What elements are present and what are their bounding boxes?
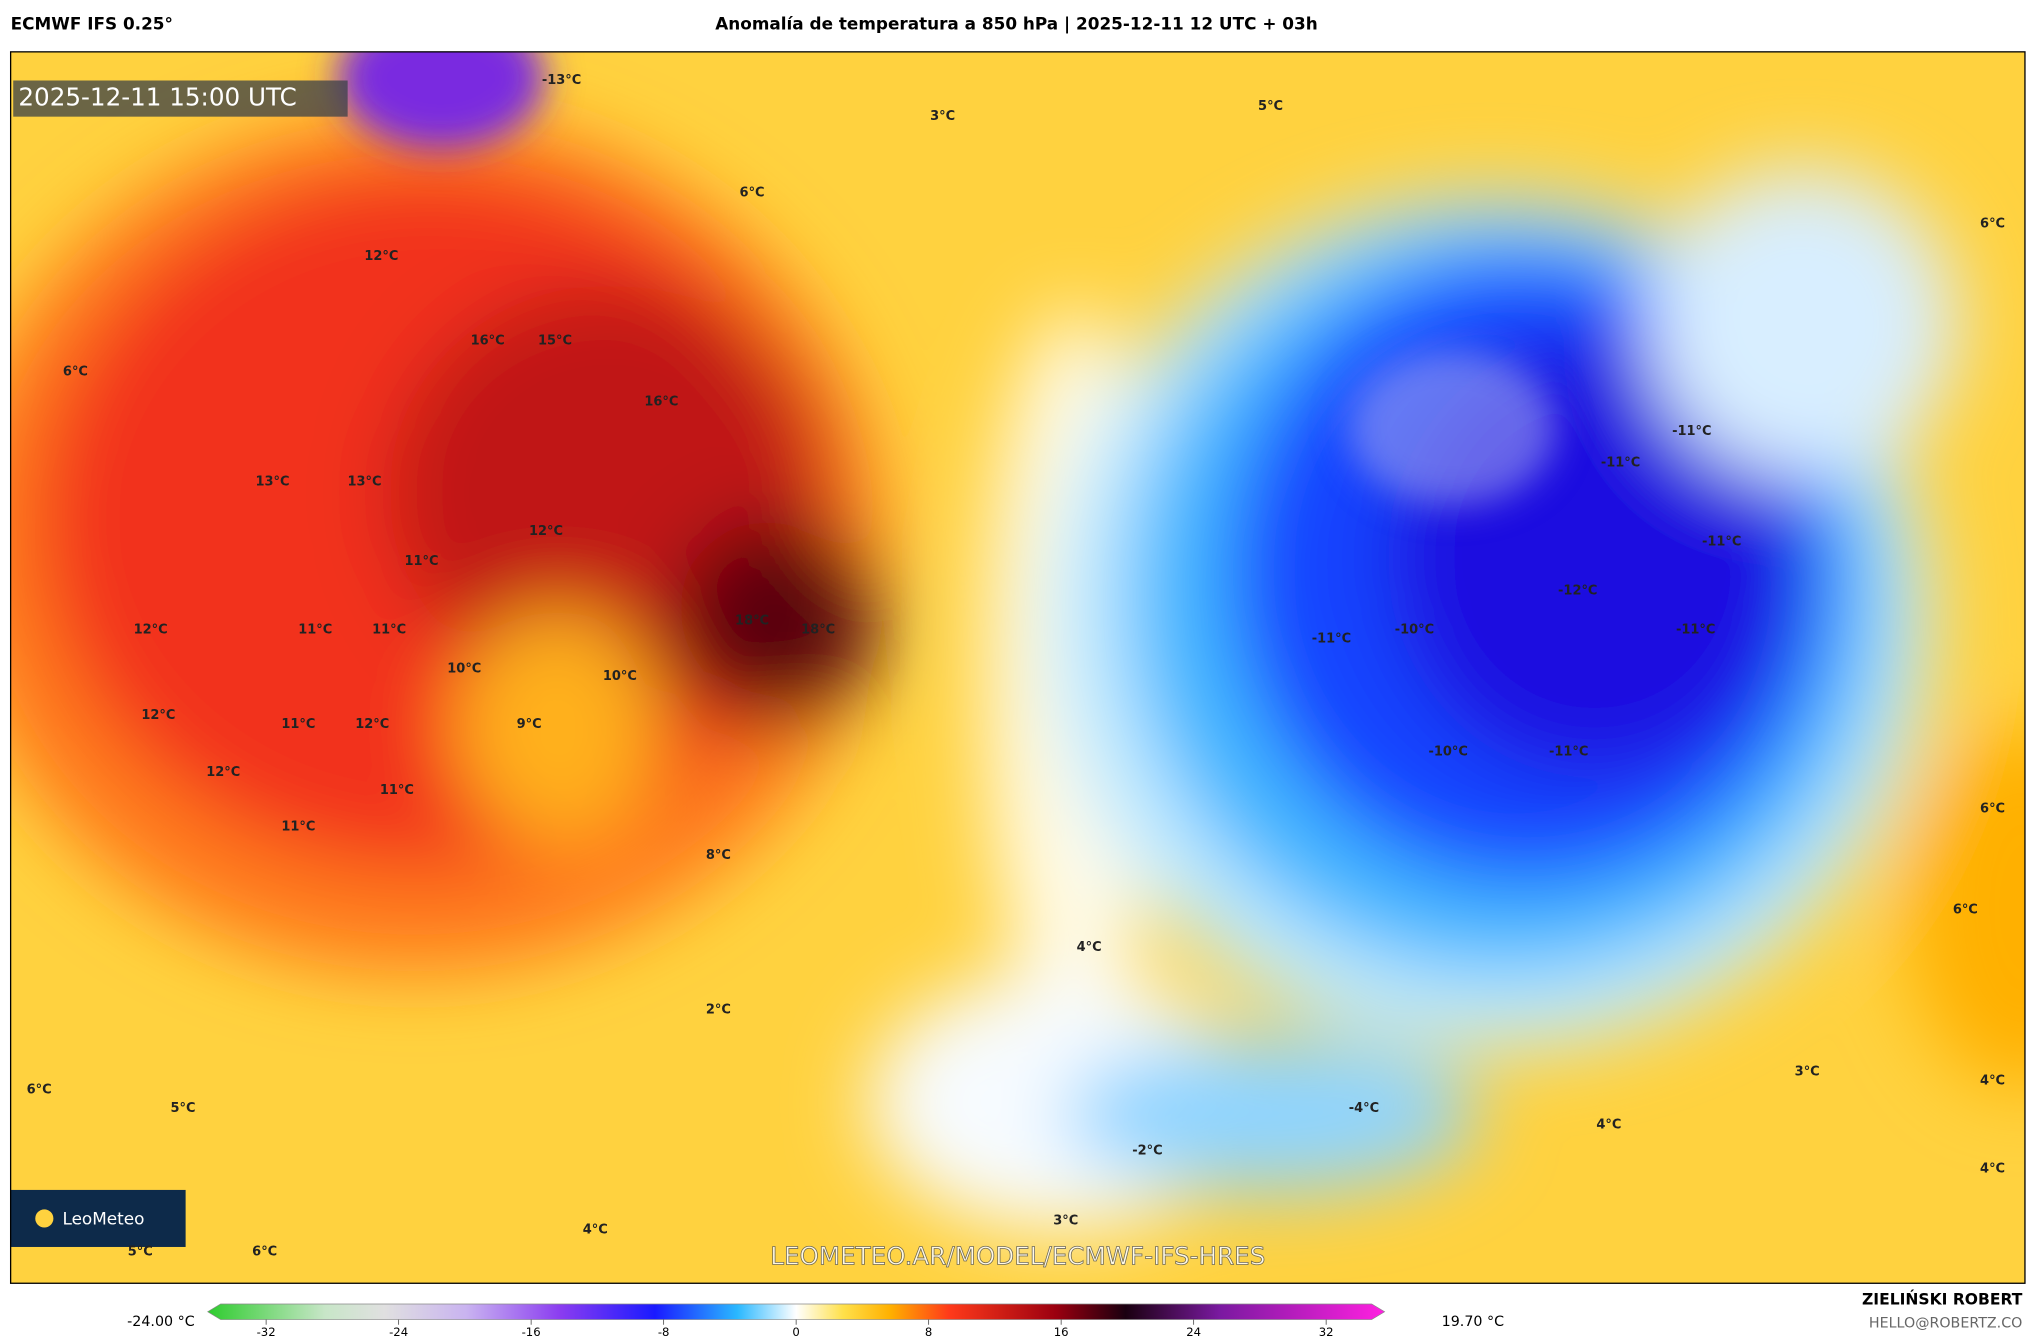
timestamp-box: [13, 80, 348, 117]
colorbar-scale: [207, 1303, 1386, 1320]
temperature-label: -11°C: [1549, 744, 1588, 759]
temperature-label: 5°C: [1258, 99, 1283, 114]
watermark: LEOMETEO.AR/MODEL/ECMWF-IFS-HRES: [770, 1241, 1265, 1270]
temperature-label: -11°C: [1676, 622, 1715, 637]
timestamp: 2025-12-11 15:00 UTC: [18, 83, 296, 112]
temperature-label: 11°C: [281, 717, 315, 732]
temperature-label: 6°C: [63, 365, 88, 380]
temperature-label: -11°C: [1702, 534, 1741, 549]
temperature-label: -13°C: [542, 73, 581, 88]
model-name: ECMWF IFS 0.25°: [11, 14, 173, 34]
colorbar-tick-label: -16: [522, 1325, 541, 1339]
colorbar-tick-label: 0: [792, 1325, 799, 1339]
map-title: Anomalía de temperatura a 850 hPa | 2025…: [715, 14, 1318, 34]
temperature-label: 8°C: [706, 848, 731, 863]
temperature-label: 11°C: [298, 622, 332, 637]
colorbar-min: -24.00 °C: [127, 1314, 195, 1330]
map-frame: [9, 51, 2026, 1284]
temperature-label: -11°C: [1312, 632, 1351, 647]
temperature-label: 11°C: [281, 819, 315, 834]
temperature-label: 12°C: [529, 524, 563, 539]
temperature-label: 13°C: [347, 475, 381, 490]
temperature-label: 3°C: [930, 109, 955, 124]
colorbar-tick-label: 32: [1319, 1325, 1334, 1339]
temperature-label: 10°C: [447, 661, 481, 676]
temperature-label: 2°C: [706, 1002, 731, 1017]
colorbar-tick-label: 8: [925, 1325, 932, 1339]
logo-sun: [35, 1209, 54, 1228]
temperature-label: -12°C: [1558, 584, 1597, 599]
temperature-label: 4°C: [1980, 1162, 2005, 1177]
temperature-label: 6°C: [1953, 902, 1978, 917]
temperature-label: 12°C: [355, 717, 389, 732]
temperature-label: 5°C: [171, 1101, 196, 1116]
temperature-label: -10°C: [1395, 622, 1434, 637]
temperature-label: 11°C: [405, 554, 439, 569]
temperature-label: 18°C: [735, 613, 769, 628]
temperature-label: -11°C: [1601, 455, 1640, 470]
temperature-label: 4°C: [1596, 1118, 1621, 1133]
temperature-label: -11°C: [1672, 424, 1711, 439]
temperature-label: 4°C: [583, 1223, 608, 1238]
temperature-label: -10°C: [1428, 744, 1467, 759]
temperature-label: 13°C: [255, 475, 289, 490]
temperature-label: 11°C: [372, 622, 406, 637]
temperature-label: 12°C: [141, 708, 175, 723]
anomaly-field: 2025-12-11 15:00 UTC LeoMeteo LEOMETEO.A…: [10, 51, 2025, 1284]
colorbar-tick-label: -32: [257, 1325, 276, 1339]
temperature-label: -2°C: [1132, 1144, 1162, 1159]
author-email: HELLO@ROBERTZ.CO: [1869, 1315, 2022, 1331]
temperature-label: 5°C: [128, 1245, 153, 1260]
logo-text: LeoMeteo: [62, 1209, 144, 1229]
author: ZIELIŃSKI ROBERT: [1862, 1290, 2023, 1309]
temperature-label: 9°C: [517, 717, 542, 732]
temperature-label: 18°C: [801, 622, 835, 637]
temperature-label: 12°C: [134, 622, 168, 637]
temperature-label: 6°C: [740, 186, 765, 201]
colorbar-tick-label: 16: [1054, 1325, 1069, 1339]
colorbar-tick-label: 24: [1186, 1325, 1201, 1339]
temperature-label: 10°C: [603, 669, 637, 684]
colorbar-tick-label: -24: [389, 1325, 408, 1339]
temperature-label: 16°C: [471, 333, 505, 348]
colorbar-tick-label: -8: [658, 1325, 670, 1339]
temperature-label: 12°C: [364, 249, 398, 264]
temperature-label: 6°C: [27, 1083, 52, 1098]
colorbar-max: 19.70 °C: [1442, 1314, 1504, 1330]
temperature-label: 6°C: [252, 1245, 277, 1260]
temperature-label: 11°C: [380, 783, 414, 798]
temperature-label: 4°C: [1077, 940, 1102, 955]
temperature-label: 15°C: [538, 333, 572, 348]
temperature-label: 6°C: [1980, 217, 2005, 232]
temperature-label: 6°C: [1980, 801, 2005, 816]
colorbar: -24.00 °C 19.70 °C -32 -24 -16 -8 0 8 16 24 32: [127, 1303, 1504, 1339]
temperature-label: 3°C: [1795, 1064, 1820, 1079]
map-labels: -13°C 3°C 5°C 6°C 12°C 16°C 15°C 16°C 6°C 13°C 13°…: [27, 73, 2005, 1260]
temperature-label: 12°C: [206, 765, 240, 780]
temperature-label: 4°C: [1980, 1074, 2005, 1089]
temperature-label: -4°C: [1349, 1101, 1379, 1116]
temperature-label: 3°C: [1053, 1214, 1078, 1229]
temperature-label: 16°C: [644, 394, 678, 409]
